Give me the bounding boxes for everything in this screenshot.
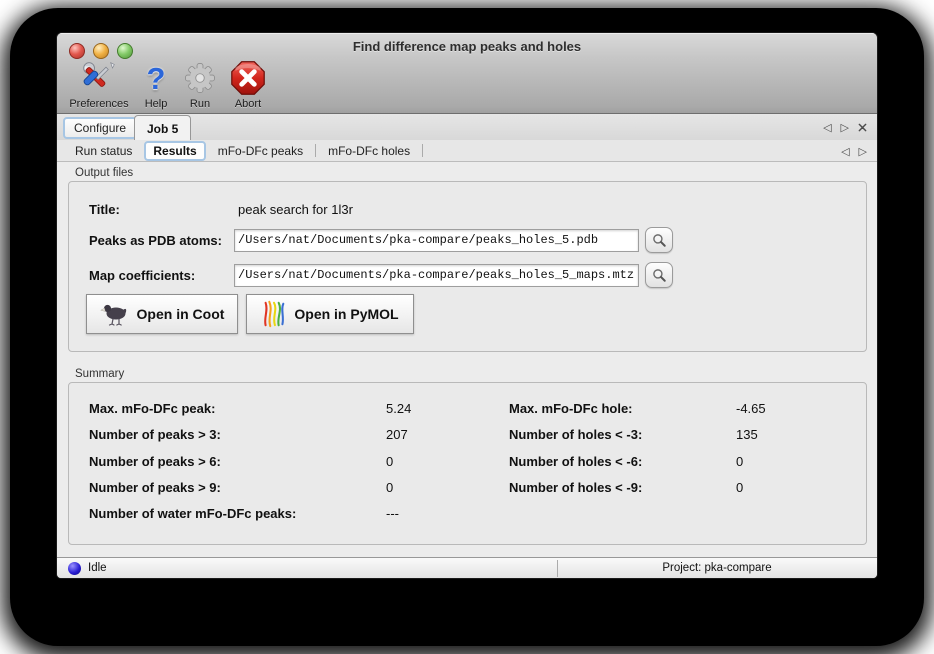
sub-tab-strip: Run status Results mFo-DFc peaks mFo-DFc… — [57, 140, 877, 162]
status-bar-divider — [557, 560, 558, 577]
map-path-input[interactable]: /Users/nat/Documents/pka-compare/peaks_h… — [234, 264, 639, 287]
window-title: Find difference map peaks and holes — [352, 39, 582, 54]
subtab-mfo-dfc-holes[interactable]: mFo-DFc holes — [328, 143, 411, 158]
main-tab-controls: ◁ ▷ — [823, 114, 867, 140]
title-value: peak search for 1l3r — [238, 202, 353, 217]
pdb-browse-button[interactable] — [645, 227, 673, 253]
close-tab-icon[interactable] — [858, 123, 867, 132]
tab-scroll-right-icon[interactable]: ▷ — [840, 120, 849, 134]
summary-value: --- — [386, 506, 399, 521]
status-bar: Idle Project: pka-compare — [57, 557, 877, 578]
toolbar-item-label: Preferences — [69, 98, 129, 110]
open-in-coot-button[interactable]: Open in Coot — [86, 294, 238, 334]
summary-value: 0 — [386, 480, 394, 495]
preferences-button[interactable]: Preferences — [63, 59, 135, 110]
zoom-window-button[interactable] — [117, 43, 133, 59]
summary-label: Number of peaks > 6: — [89, 454, 221, 469]
subtab-scroll-right-icon[interactable]: ▷ — [858, 144, 867, 158]
summary-label: Number of holes < -9: — [509, 480, 643, 495]
summary-section-label: Summary — [75, 368, 125, 380]
toolbar: Preferences ? Help — [63, 59, 273, 110]
toolbar-item-label: Abort — [234, 98, 262, 110]
summary-label: Number of peaks > 9: — [89, 480, 221, 495]
question-icon: ? — [146, 60, 166, 96]
sub-tab-controls: ◁ ▷ — [841, 140, 867, 162]
help-button[interactable]: ? Help — [135, 59, 177, 111]
close-window-button[interactable] — [69, 43, 85, 59]
summary-label: Number of holes < -3: — [509, 427, 643, 442]
app-window: Find difference map peaks and holes — [57, 33, 877, 578]
summary-label: Max. mFo-DFc hole: — [509, 401, 633, 416]
abort-icon — [230, 59, 266, 97]
tab-label: Job 5 — [147, 121, 179, 136]
title-label: Title: — [89, 202, 120, 217]
summary-label: Max. mFo-DFc peak: — [89, 401, 216, 416]
titlebar: Find difference map peaks and holes — [57, 33, 877, 114]
project-label: Project: pka-compare — [662, 562, 772, 574]
open-in-coot-label: Open in Coot — [136, 306, 225, 322]
status-indicator-icon — [68, 561, 81, 575]
summary-label: Number of water mFo-DFc peaks: — [89, 506, 297, 521]
coot-bird-icon — [99, 304, 126, 326]
toolbar-item-label: Help — [144, 98, 168, 110]
tab-scroll-left-icon[interactable]: ◁ — [823, 120, 832, 134]
pdb-path-input[interactable]: /Users/nat/Documents/pka-compare/peaks_h… — [234, 229, 639, 252]
main-tab-strip: Configure Job 5 ◁ ▷ — [57, 114, 877, 141]
subtab-run-status[interactable]: Run status — [75, 143, 133, 158]
toolbar-item-label: Run — [189, 98, 211, 110]
tab-label: Configure — [74, 121, 127, 135]
tab-configure[interactable]: Configure — [63, 117, 138, 139]
status-text: Idle — [88, 562, 107, 574]
open-in-pymol-button[interactable]: Open in PyMOL — [246, 294, 414, 334]
subtab-separator — [315, 144, 317, 157]
subtab-scroll-left-icon[interactable]: ◁ — [841, 144, 850, 158]
summary-value: -4.65 — [736, 401, 766, 416]
tab-job-5[interactable]: Job 5 — [134, 115, 192, 141]
summary-value: 0 — [736, 480, 744, 495]
output-files-groupbox: Title: peak search for 1l3r Peaks as PDB… — [68, 181, 867, 352]
summary-value: 5.24 — [386, 401, 412, 416]
map-browse-button[interactable] — [645, 262, 673, 288]
status-left-pane: Idle — [68, 558, 107, 578]
open-in-pymol-label: Open in PyMOL — [294, 306, 399, 322]
subtab-separator — [422, 144, 424, 157]
magnifier-icon — [652, 233, 666, 247]
summary-value: 0 — [386, 454, 394, 469]
summary-label: Number of peaks > 3: — [89, 427, 221, 442]
run-button[interactable]: Run — [177, 59, 223, 110]
output-files-section-label: Output files — [75, 167, 134, 179]
minimize-window-button[interactable] — [93, 43, 109, 59]
magnifier-icon — [652, 268, 666, 282]
traffic-lights — [69, 43, 133, 59]
abort-button[interactable]: Abort — [223, 59, 273, 110]
subtab-results[interactable]: Results — [144, 140, 206, 161]
summary-value: 0 — [736, 454, 744, 469]
tools-icon — [80, 59, 118, 97]
gear-icon — [183, 59, 217, 97]
subtab-mfo-dfc-peaks[interactable]: mFo-DFc peaks — [217, 143, 304, 158]
status-right-pane: Project: pka-compare — [557, 558, 877, 578]
summary-label: Number of holes < -6: — [509, 454, 643, 469]
summary-groupbox: Max. mFo-DFc peak: 5.24 Max. mFo-DFc hol… — [68, 382, 867, 545]
map-coefficients-label: Map coefficients: — [89, 268, 196, 283]
pdb-atoms-label: Peaks as PDB atoms: — [89, 233, 222, 248]
pymol-ribbon-icon — [264, 300, 285, 328]
summary-value: 207 — [386, 427, 408, 442]
summary-value: 135 — [736, 427, 758, 442]
